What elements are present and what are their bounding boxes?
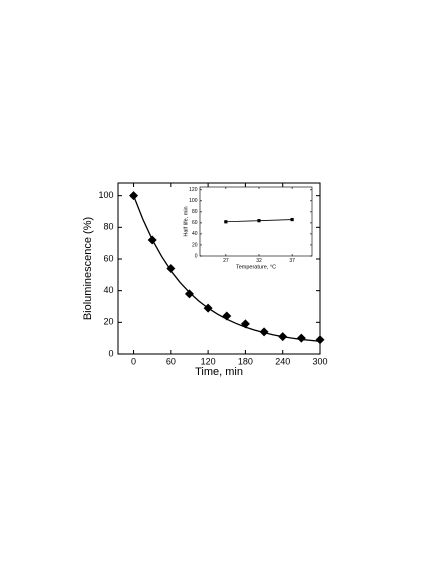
x-tick-label: 240 bbox=[275, 356, 290, 366]
y-tick-label: 40 bbox=[103, 285, 113, 295]
y-tick-label: 60 bbox=[103, 253, 113, 263]
y-tick-label: 100 bbox=[98, 190, 113, 200]
x-tick-label: 0 bbox=[131, 356, 136, 366]
point bbox=[259, 327, 269, 337]
x-tick-label: 300 bbox=[312, 356, 327, 366]
x-tick-label: 32 bbox=[256, 258, 262, 264]
x-axis-label: Time, min bbox=[195, 366, 243, 378]
y-axis-label: Bioluminescence (%) bbox=[82, 217, 94, 320]
y-tick-label: 20 bbox=[103, 317, 113, 327]
point bbox=[224, 220, 228, 224]
point bbox=[184, 289, 194, 299]
point bbox=[296, 333, 306, 343]
y-tick-label: 0 bbox=[195, 253, 198, 259]
point bbox=[290, 217, 294, 222]
line bbox=[132, 195, 321, 342]
y-tick-label: 100 bbox=[189, 198, 198, 204]
y-tick-label: 20 bbox=[192, 242, 198, 248]
point bbox=[257, 219, 261, 223]
y-axis-label: Half life, min bbox=[183, 206, 189, 236]
y-tick-label: 60 bbox=[192, 220, 198, 226]
y-tick-label: 120 bbox=[189, 187, 198, 193]
x-axis-label: Temperature, °C bbox=[236, 264, 276, 270]
x-tick-label: 120 bbox=[201, 356, 216, 366]
x-tick-label: 27 bbox=[223, 258, 229, 264]
x-tick-label: 37 bbox=[289, 258, 295, 264]
point bbox=[315, 335, 325, 345]
y-tick-label: 0 bbox=[108, 348, 113, 358]
x-tick-label: 60 bbox=[166, 356, 176, 366]
y-tick-label: 80 bbox=[192, 209, 198, 215]
y-tick-label: 40 bbox=[192, 231, 198, 237]
y-tick-label: 80 bbox=[103, 222, 113, 232]
inset-background bbox=[199, 186, 313, 257]
x-tick-label: 180 bbox=[238, 356, 253, 366]
